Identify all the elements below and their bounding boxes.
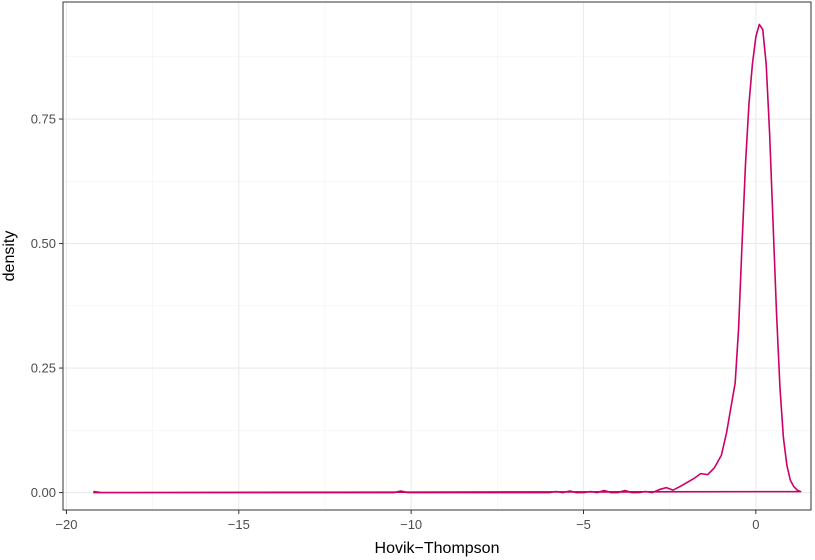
x-tick-label: −20 — [55, 517, 77, 532]
x-axis-title: Hovik−Thompson — [375, 540, 500, 557]
y-tick-label: 0.50 — [31, 236, 56, 251]
y-tick-label: 0.00 — [31, 485, 56, 500]
panel-background — [63, 2, 811, 510]
x-tick-label: −5 — [576, 517, 591, 532]
x-tick-label: −15 — [228, 517, 250, 532]
y-tick-label: 0.75 — [31, 112, 56, 127]
y-axis-title: density — [1, 231, 18, 282]
x-axis-ticks: −20 −15 −10 −5 0 — [55, 510, 759, 532]
y-tick-label: 0.25 — [31, 361, 56, 376]
density-curve — [93, 23, 802, 494]
y-axis-ticks: 0.00 0.25 0.50 0.75 — [31, 112, 63, 500]
x-tick-label: 0 — [752, 517, 759, 532]
x-tick-label: −10 — [400, 517, 422, 532]
minor-gridlines — [63, 2, 811, 510]
panel-border — [62, 1, 812, 511]
